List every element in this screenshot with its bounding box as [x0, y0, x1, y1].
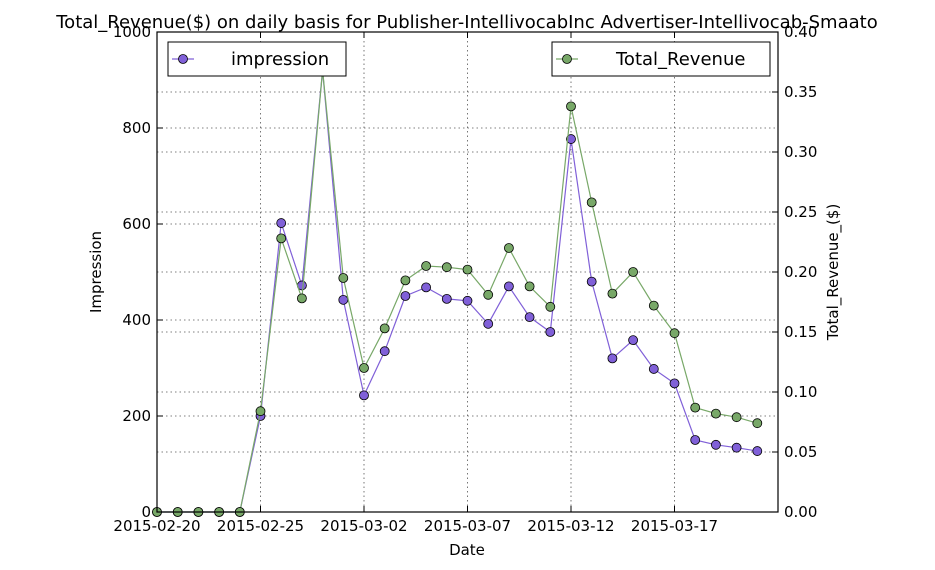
data-point-total-revenue	[690, 402, 701, 413]
y-right-tick-label: 0.35	[784, 83, 817, 101]
data-point-total-revenue	[711, 408, 721, 419]
data-point-impression	[524, 312, 535, 323]
legend-total-revenue-box	[551, 41, 771, 77]
x-tick-label: 2015-02-25	[217, 517, 304, 535]
y-right-tick-label: 0.25	[784, 203, 817, 221]
data-point-impression	[545, 327, 556, 337]
y-right-tick-label: 0.30	[784, 143, 817, 161]
data-point-impression	[607, 353, 618, 364]
data-point-total-revenue	[669, 328, 680, 339]
data-point-total-revenue	[400, 275, 411, 286]
tick-layer: 2015-02-20 2015-02-25 2015-03-02 2015-03-07…	[113, 23, 818, 535]
data-point-total-revenue	[338, 273, 349, 283]
y-left-tick-label: 0	[141, 503, 151, 521]
data-point-total-revenue	[524, 281, 535, 292]
y-right-tick-label: 0.05	[784, 443, 817, 461]
y-axis-left-label: Impression	[87, 231, 105, 313]
x-tick-label: 2015-03-12	[527, 517, 614, 535]
data-point-total-revenue	[421, 261, 432, 271]
data-point-total-revenue	[441, 262, 452, 273]
data-point-impression	[669, 378, 680, 389]
y-right-tick-label: 0.40	[784, 23, 817, 41]
data-point-total-revenue	[566, 101, 576, 112]
x-tick-label: 2015-03-17	[631, 517, 718, 535]
data-point-total-revenue	[483, 289, 494, 300]
y-left-tick-label: 200	[122, 407, 151, 425]
data-point-impression	[711, 439, 721, 450]
data-point-impression	[690, 435, 701, 445]
data-point-total-revenue	[628, 267, 638, 277]
chart-title: Total_Revenue($) on daily basis for Publ…	[55, 12, 877, 33]
data-point-impression	[731, 442, 742, 453]
x-tick-label: 2015-03-07	[424, 517, 511, 535]
legend-impression-marker	[178, 54, 188, 64]
data-point-impression	[462, 295, 473, 306]
data-point-impression	[483, 318, 494, 329]
data-point-impression	[648, 364, 659, 374]
legend-total-revenue-marker	[562, 54, 572, 64]
legend-impression-box	[167, 41, 347, 77]
x-axis-label: Date	[449, 541, 485, 559]
legend-total-revenue: Total_Revenue	[551, 41, 771, 77]
series-layer	[152, 65, 763, 517]
series-line-impression	[157, 70, 758, 513]
data-point-impression	[338, 294, 349, 305]
legend-total-revenue-label: Total_Revenue	[615, 49, 745, 70]
y-left-tick-label: 400	[122, 311, 151, 329]
y-left-tick-label: 600	[122, 215, 151, 233]
y-left-tick-label: 800	[122, 119, 151, 137]
data-point-total-revenue	[276, 233, 287, 244]
y-right-tick-label: 0.15	[784, 323, 817, 341]
data-point-impression	[400, 291, 411, 301]
data-point-impression	[752, 446, 763, 456]
legend-impression-label: impression	[231, 49, 329, 70]
data-point-total-revenue	[359, 363, 369, 373]
y-right-tick-label: 0.20	[784, 263, 817, 281]
y-right-tick-label: 0.10	[784, 383, 817, 401]
data-point-impression	[503, 281, 514, 292]
data-point-impression	[421, 282, 432, 293]
data-point-total-revenue	[752, 418, 763, 429]
data-point-total-revenue	[648, 300, 659, 311]
data-point-total-revenue	[296, 293, 307, 304]
data-point-total-revenue	[545, 301, 556, 312]
data-point-total-revenue	[462, 264, 473, 275]
data-point-impression	[359, 390, 369, 401]
x-tick-label: 2015-03-02	[320, 517, 407, 535]
data-point-impression	[628, 335, 638, 346]
data-point-total-revenue	[731, 412, 742, 423]
data-point-impression	[441, 293, 452, 304]
series-line-total-revenue	[157, 70, 758, 513]
y-right-tick-label: 0.00	[784, 503, 817, 521]
grid-lines	[157, 32, 778, 512]
data-point-total-revenue	[586, 197, 597, 208]
data-point-impression	[276, 218, 287, 228]
data-point-impression	[566, 134, 576, 144]
data-point-total-revenue	[607, 288, 618, 299]
y-axis-right-label: Total_Revenue_($)	[824, 204, 843, 342]
data-point-impression	[379, 346, 390, 357]
data-point-total-revenue	[255, 406, 266, 417]
x-tick-label: 2015-02-20	[113, 517, 200, 535]
data-point-total-revenue	[379, 323, 390, 334]
data-point-total-revenue	[503, 243, 514, 253]
y-left-tick-label: 1000	[113, 23, 151, 41]
data-point-impression	[586, 276, 597, 287]
legend-impression: impression	[167, 41, 347, 77]
